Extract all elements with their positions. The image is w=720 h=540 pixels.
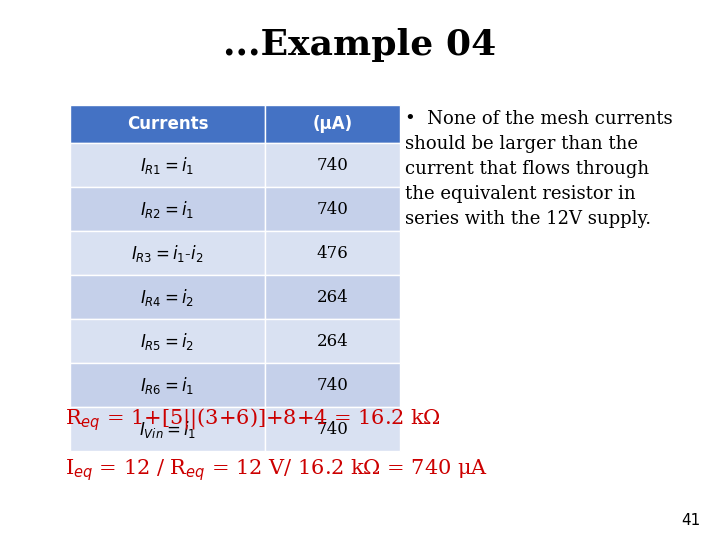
Text: $I_{R4}=i_2$: $I_{R4}=i_2$ <box>140 287 194 307</box>
Text: (μA): (μA) <box>312 115 353 133</box>
Bar <box>70 187 265 231</box>
Text: $I_{R2}=i_1$: $I_{R2}=i_1$ <box>140 199 194 219</box>
Bar <box>265 231 400 275</box>
Bar <box>70 275 265 319</box>
Text: 476: 476 <box>317 245 348 261</box>
Text: 740: 740 <box>317 421 348 437</box>
Bar <box>70 363 265 407</box>
Text: $I_{R3}=i_1$-$i_2$: $I_{R3}=i_1$-$i_2$ <box>131 242 204 264</box>
Bar <box>70 319 265 363</box>
Bar <box>70 105 265 143</box>
Text: Currents: Currents <box>127 115 208 133</box>
Bar <box>265 143 400 187</box>
Text: 41: 41 <box>680 513 700 528</box>
Text: $I_{R5}=i_2$: $I_{R5}=i_2$ <box>140 330 194 352</box>
Text: 740: 740 <box>317 157 348 173</box>
Text: ...Example 04: ...Example 04 <box>223 28 497 62</box>
Bar <box>265 407 400 451</box>
Text: 740: 740 <box>317 376 348 394</box>
Text: 740: 740 <box>317 200 348 218</box>
Text: $I_{R6}=i_1$: $I_{R6}=i_1$ <box>140 375 194 395</box>
Text: 264: 264 <box>317 333 348 349</box>
Bar <box>265 105 400 143</box>
Bar <box>70 143 265 187</box>
Bar <box>265 319 400 363</box>
Bar <box>70 231 265 275</box>
Text: •  None of the mesh currents
should be larger than the
current that flows throug: • None of the mesh currents should be la… <box>405 110 672 228</box>
Bar <box>265 275 400 319</box>
Bar <box>265 363 400 407</box>
Bar <box>70 407 265 451</box>
Text: $I_{R1}=i_1$: $I_{R1}=i_1$ <box>140 154 194 176</box>
Bar <box>265 187 400 231</box>
Text: R$_{eq}$ = 1+[5||(3+6)]+8+4 = 16.2 kΩ: R$_{eq}$ = 1+[5||(3+6)]+8+4 = 16.2 kΩ <box>65 407 441 434</box>
Text: $I_{Vin}=i_1$: $I_{Vin}=i_1$ <box>139 418 196 440</box>
Text: I$_{eq}$ = 12 / R$_{eq}$ = 12 V/ 16.2 kΩ = 740 μA: I$_{eq}$ = 12 / R$_{eq}$ = 12 V/ 16.2 kΩ… <box>65 457 488 483</box>
Text: 264: 264 <box>317 288 348 306</box>
